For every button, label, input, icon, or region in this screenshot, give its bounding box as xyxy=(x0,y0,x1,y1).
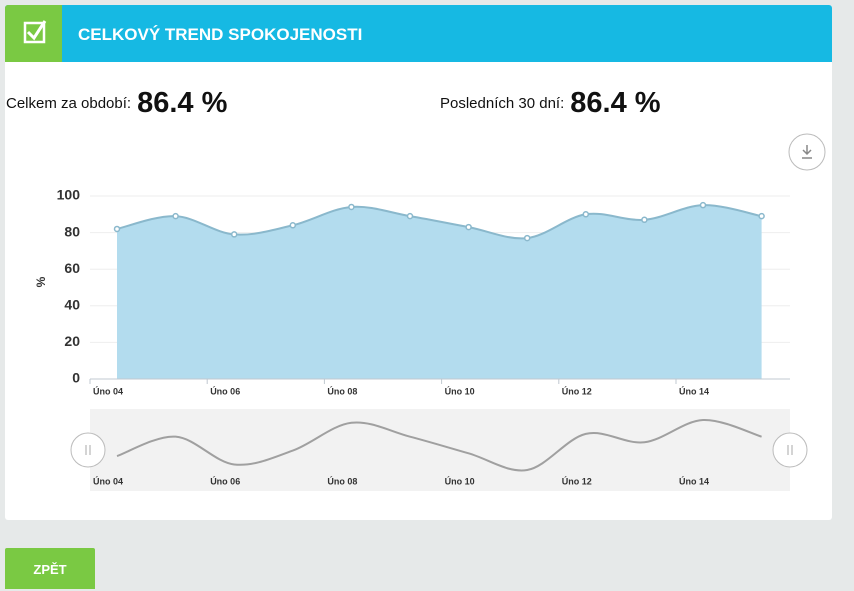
y-tick-label: 60 xyxy=(64,260,80,276)
download-icon xyxy=(802,145,812,159)
y-tick-label: 20 xyxy=(64,333,80,349)
stat-label: Posledních 30 dní: xyxy=(440,95,565,112)
navigator-label: Úno 12 xyxy=(562,475,592,486)
navigator-bg xyxy=(90,409,790,491)
x-tick-label: Úno 06 xyxy=(210,385,240,396)
navigator-handle[interactable] xyxy=(70,432,106,468)
header: CELKOVÝ TREND SPOKOJENOSTI xyxy=(5,5,832,62)
stat: Celkem za období: 86.4 % xyxy=(6,87,227,120)
handle-grip xyxy=(85,445,91,455)
navigator-label: Úno 04 xyxy=(93,475,123,486)
point xyxy=(699,201,707,209)
point xyxy=(465,223,472,231)
x-tick-label: Úno 10 xyxy=(445,385,475,396)
navigator-label: Úno 10 xyxy=(445,475,475,486)
stat-value: 86.4 % xyxy=(570,87,661,119)
check-svg xyxy=(23,20,47,44)
navigator-handle[interactable] xyxy=(772,432,808,468)
point xyxy=(230,231,238,238)
navigator-line xyxy=(116,418,762,472)
navigator-label: Úno 14 xyxy=(679,475,709,486)
point xyxy=(172,212,179,220)
y-tick-label: 0 xyxy=(72,370,80,386)
x-tick-label: Úno 08 xyxy=(327,385,357,396)
point xyxy=(406,212,414,220)
y-axis-label: % xyxy=(34,276,48,287)
navigator-label: Úno 06 xyxy=(210,475,240,486)
y-tick-label: 40 xyxy=(64,297,80,313)
point xyxy=(348,203,355,211)
x-tick-label: Úno 04 xyxy=(93,385,123,396)
y-tick-label: 80 xyxy=(64,223,80,239)
point xyxy=(289,222,297,229)
navigator-label: Úno 08 xyxy=(327,475,357,486)
check-icon xyxy=(5,5,62,62)
stat: Posledních 30 dní: 86.4 % xyxy=(440,87,661,120)
title: CELKOVÝ TREND SPOKOJENOSTI xyxy=(78,25,363,44)
point xyxy=(523,234,531,242)
point xyxy=(641,216,648,224)
back-button[interactable]: ZPĚT xyxy=(5,548,95,589)
area xyxy=(117,205,762,379)
y-tick-label: 100 xyxy=(57,187,81,203)
x-tick-label: Úno 14 xyxy=(679,385,709,396)
stat-value: 86.4 % xyxy=(137,87,228,119)
chart: % 0 20 40 60 80 100 Úno 04 Úno 06 Úno 08 Úno 10 Ún… xyxy=(34,133,826,491)
stat-label: Celkem za období: xyxy=(6,95,132,112)
x-tick-label: Úno 12 xyxy=(562,385,592,396)
point xyxy=(113,225,121,233)
point xyxy=(582,211,590,218)
handle-grip xyxy=(787,445,793,455)
point xyxy=(758,212,765,220)
